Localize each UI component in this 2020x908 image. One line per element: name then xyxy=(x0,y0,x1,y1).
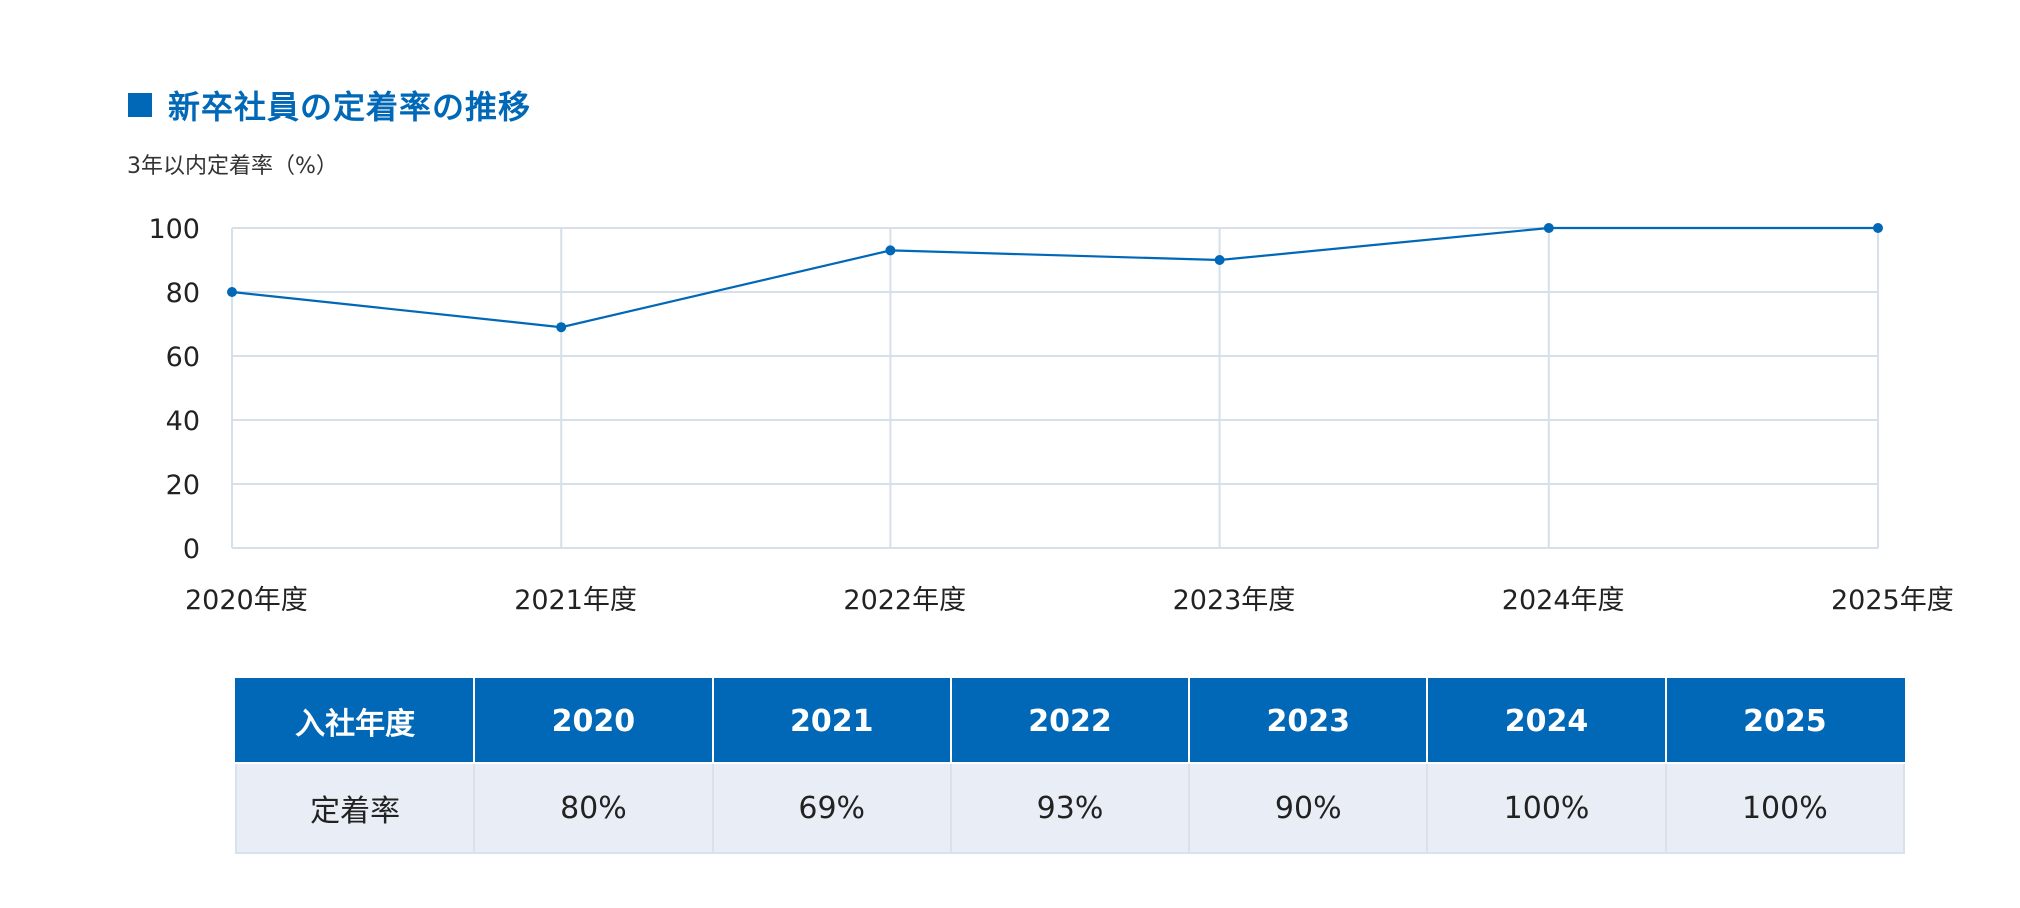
table-header-year: 2023 xyxy=(1188,678,1429,764)
data-point xyxy=(227,287,237,297)
table-header-year: 2025 xyxy=(1664,678,1906,764)
data-point xyxy=(1543,223,1554,233)
y-tick-label: 60 xyxy=(166,342,200,373)
y-tick-label: 100 xyxy=(148,214,200,245)
table-header-year: 2024 xyxy=(1426,678,1667,764)
x-tick-label: 2021年度 xyxy=(514,585,637,616)
chart-heading: 新卒社員の定着率の推移 xyxy=(128,82,531,128)
table-cell-rate: 100% xyxy=(1426,762,1667,854)
heading-square-icon xyxy=(128,93,152,117)
table-cell-rate: 90% xyxy=(1188,762,1429,854)
data-point xyxy=(885,245,896,256)
table-row-label: 定着率 xyxy=(234,762,476,854)
x-tick-label: 2025年度 xyxy=(1831,585,1954,616)
table-header-year: 2020 xyxy=(473,678,714,764)
line-chart: 0 20 40 60 80 100 2020年度 2021年度 2022年度 2023年度 2024… xyxy=(148,214,1954,616)
y-tick-label: 20 xyxy=(166,470,200,501)
table-header-row: 入社年度 2020 2021 2022 2023 2024 2025 xyxy=(234,678,1906,764)
retention-table: 入社年度 2020 2021 2022 2023 2024 2025 定着率 8… xyxy=(234,678,1906,854)
y-tick-label: 40 xyxy=(166,406,200,437)
table-header-year: 2021 xyxy=(711,678,952,764)
heading-title: 新卒社員の定着率の推移 xyxy=(168,88,532,126)
x-tick-label: 2024年度 xyxy=(1502,585,1625,616)
series-line xyxy=(231,226,1878,329)
table-cell-rate: 100% xyxy=(1664,762,1906,854)
table-header-year: 2022 xyxy=(949,678,1191,764)
y-axis-title: 3年以内定着率（%） xyxy=(127,154,338,179)
x-tick-label: 2020年度 xyxy=(185,585,308,616)
data-point xyxy=(556,322,567,333)
x-tick-label: 2022年度 xyxy=(843,585,966,616)
y-tick-label: 80 xyxy=(166,278,200,309)
data-point xyxy=(1873,223,1883,233)
table-cell-rate: 80% xyxy=(473,762,714,854)
x-tick-label: 2023年度 xyxy=(1173,585,1296,616)
table-row: 定着率 80% 69% 93% 90% 100% 100% xyxy=(234,762,1906,854)
table-header-label: 入社年度 xyxy=(234,678,476,764)
data-point xyxy=(1214,255,1225,265)
table-cell-rate: 93% xyxy=(949,762,1191,854)
table-cell-rate: 69% xyxy=(711,762,952,854)
y-tick-label: 0 xyxy=(183,534,200,565)
